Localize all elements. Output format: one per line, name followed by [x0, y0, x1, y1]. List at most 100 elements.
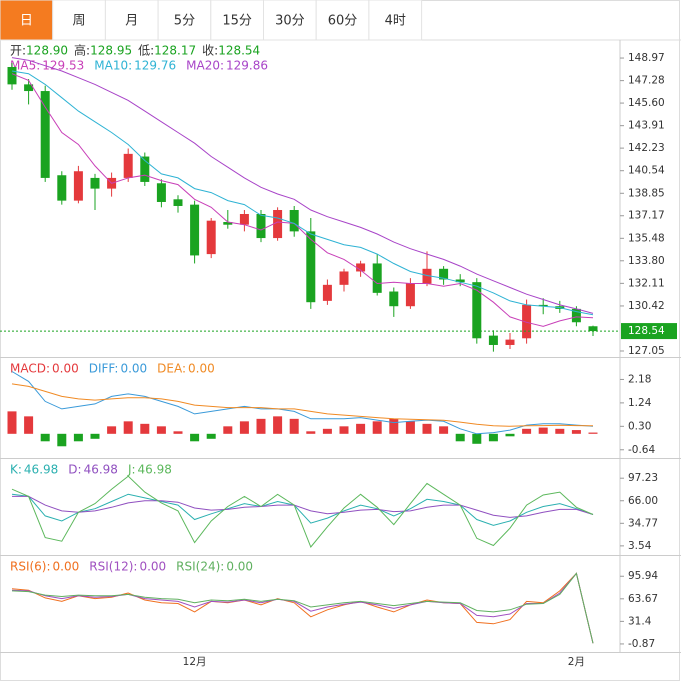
legend-value: 0.00	[226, 560, 253, 574]
macd-bar	[7, 411, 17, 434]
tab[interactable]	[368, 0, 423, 41]
candle-body	[422, 268, 432, 284]
legend-value: 129.53	[42, 59, 84, 73]
legend-value: 46.98	[84, 463, 118, 477]
macd-bar	[389, 418, 399, 434]
candle-body	[306, 231, 316, 303]
legend-name: DEA:	[157, 362, 186, 376]
y-tick-label: 145.60	[628, 97, 665, 109]
tab-label[interactable]: 4时	[385, 14, 406, 29]
legend-name: MA10:	[94, 59, 132, 73]
series-line	[11, 73, 594, 327]
tab[interactable]	[315, 0, 370, 41]
candle-body	[206, 220, 216, 255]
tab-label[interactable]: 15分	[222, 14, 252, 29]
y-tick-label: 140.54	[628, 165, 665, 177]
y-tick-label: 1.24	[628, 397, 652, 409]
macd-bar	[24, 416, 34, 434]
tab-label[interactable]: 日	[20, 14, 33, 29]
macd-bar	[455, 433, 465, 442]
last-price-label: 128.54	[628, 325, 665, 337]
legend-name: DIFF:	[89, 362, 119, 376]
candle-body	[488, 335, 498, 345]
candle-body	[472, 282, 482, 339]
y-tick-label: 143.91	[628, 120, 665, 132]
legend-name: D:	[68, 463, 81, 477]
x-tick-label: 12月	[183, 656, 207, 668]
series-line	[11, 57, 594, 314]
y-tick-label: 133.80	[628, 255, 665, 267]
candle-body	[505, 339, 515, 345]
macd-bar	[140, 423, 150, 434]
candle-body	[439, 268, 449, 280]
y-tick-label: 130.42	[628, 300, 665, 312]
series-line	[11, 572, 594, 644]
candle-body	[24, 84, 34, 92]
macd-bar	[306, 431, 316, 434]
candle-body	[57, 175, 67, 201]
candle-body	[40, 91, 50, 178]
candle-body	[571, 308, 581, 323]
y-tick-label: 66.00	[628, 495, 658, 507]
y-tick-label: 142.23	[628, 142, 665, 154]
legend-name: MA20:	[186, 59, 224, 73]
macd-bar	[73, 433, 83, 442]
macd-bar	[405, 421, 415, 434]
y-tick-label: 138.85	[628, 187, 665, 199]
y-tick-label: 137.17	[628, 210, 665, 222]
macd-bar	[123, 421, 133, 434]
ohlc-label: 开:	[10, 44, 26, 58]
candle-body	[173, 199, 183, 206]
candle-body	[140, 156, 150, 182]
tab-label[interactable]: 月	[125, 14, 138, 29]
tab[interactable]	[157, 0, 212, 41]
series-line	[12, 495, 594, 518]
series-line	[11, 70, 594, 316]
macd-bar	[339, 426, 349, 434]
y-tick-label: 34.77	[628, 517, 658, 529]
ohlc-value: 128.54	[218, 44, 260, 58]
macd-bar	[206, 433, 216, 439]
y-tick-label: 3.54	[628, 540, 652, 552]
series-line	[11, 572, 594, 644]
legend-name: J:	[127, 463, 136, 477]
macd-bar	[156, 426, 166, 434]
tab-label[interactable]: 30分	[275, 14, 305, 29]
candle-body	[223, 222, 233, 225]
macd-bar	[173, 431, 183, 434]
legend-value: 0.00	[53, 560, 80, 574]
macd-bar	[107, 426, 117, 434]
legend-name: RSI(24):	[176, 560, 224, 574]
candle-body	[7, 66, 17, 85]
tab-label[interactable]: 60分	[328, 14, 358, 29]
y-tick-label: -0.87	[628, 638, 655, 650]
y-tick-label: -0.64	[628, 444, 655, 456]
candle-body	[372, 263, 382, 293]
macd-bar	[322, 428, 332, 434]
candle-body	[455, 279, 465, 283]
candle-body	[73, 171, 83, 201]
legend-value: 0.00	[120, 362, 147, 376]
macd-bar	[289, 418, 299, 434]
legend-value: 129.76	[134, 59, 176, 73]
y-tick-label: 0.30	[628, 420, 651, 432]
legend-value: 0.00	[52, 362, 79, 376]
macd-bar	[505, 433, 515, 437]
y-tick-label: 127.05	[628, 345, 665, 357]
tab-label[interactable]: 周	[73, 14, 86, 29]
macd-bar	[422, 423, 432, 434]
legend-value: 0.00	[139, 560, 166, 574]
candle-body	[405, 283, 415, 307]
candle-body	[90, 177, 100, 189]
ohlc-value: 128.17	[154, 44, 196, 58]
y-tick-label: 147.28	[628, 75, 665, 87]
macd-bar	[256, 418, 266, 434]
candle-body	[322, 284, 332, 301]
tab-label[interactable]: 5分	[174, 14, 195, 29]
legend-value: 129.86	[226, 59, 268, 73]
candle-body	[339, 271, 349, 285]
series-line	[11, 475, 594, 548]
series-line	[11, 383, 594, 427]
macd-bar	[356, 423, 366, 434]
